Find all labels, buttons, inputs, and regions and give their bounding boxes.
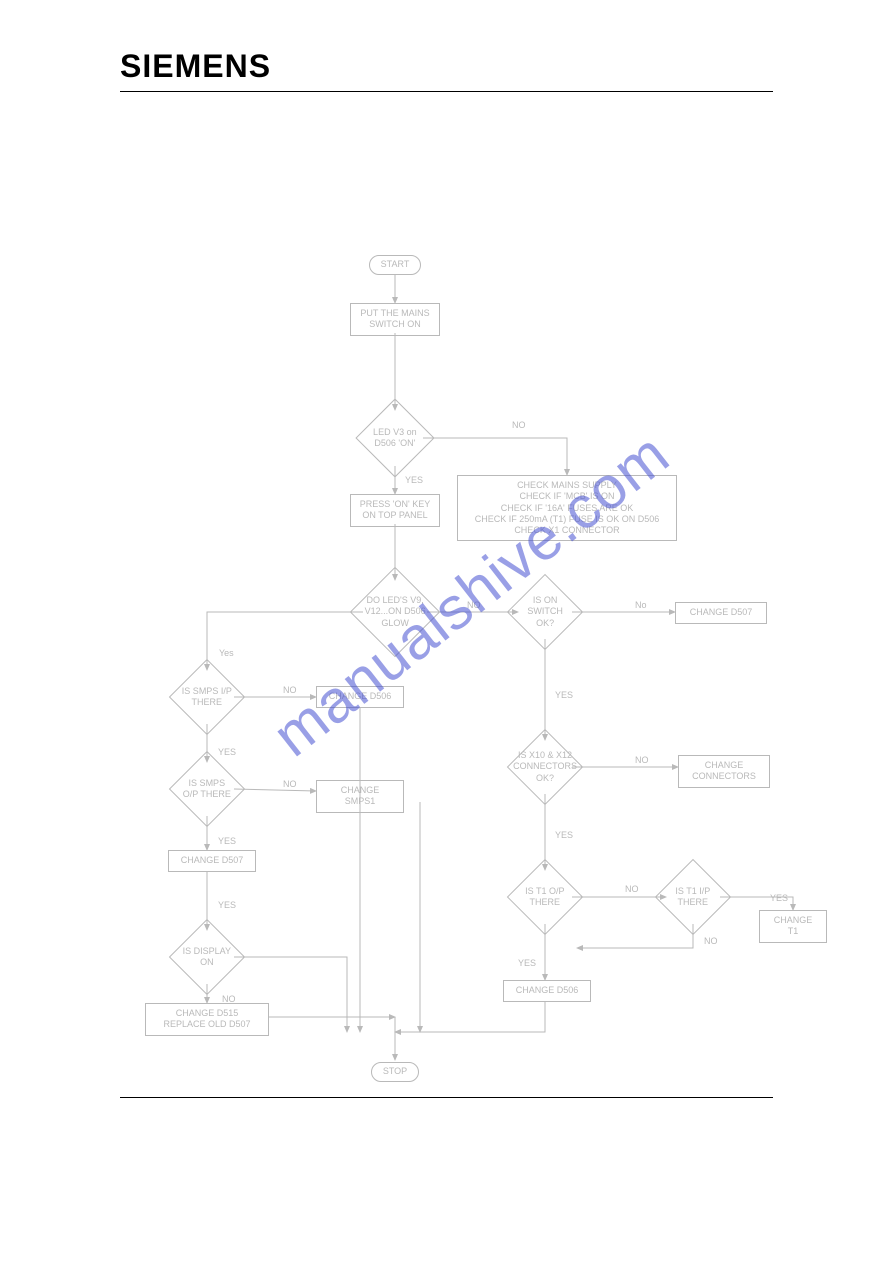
flow-node-stop: STOP [371, 1062, 419, 1082]
flow-edge-label-6: NO [467, 600, 481, 610]
flow-edge-label-10: YES [218, 747, 236, 757]
header-rule [120, 91, 773, 92]
flow-edge-label-3: NO [512, 420, 526, 430]
flow-edge-label-16: NO [222, 994, 236, 1004]
flow-node-changed507b: CHANGE D507 [168, 850, 256, 872]
flow-node-mains: PUT THE MAINS SWITCH ON [350, 303, 440, 336]
flow-edge-label-2: YES [405, 475, 423, 485]
flow-node-smpsip: IS SMPS I/P THERE [169, 659, 245, 735]
flow-edge-label-5: Yes [219, 648, 234, 658]
flow-node-changed507: CHANGE D507 [675, 602, 767, 624]
flow-node-smpsop: IS SMPS O/P THERE [169, 751, 245, 827]
flow-node-checkmains: CHECK MAINS SUPPLY CHECK IF 'MCB' IS ON … [457, 475, 677, 541]
flow-edge-label-7: No [635, 600, 647, 610]
flow-node-changed515: CHANGE D515 REPLACE OLD D507 [145, 1003, 269, 1036]
flow-node-changeconn: CHANGE CONNECTORS [678, 755, 770, 788]
flow-node-ledv3: LED V3 on D506 'ON' [355, 398, 434, 477]
flow-edge-label-20: NO [704, 936, 718, 946]
footer-rule [120, 1097, 773, 1098]
flow-node-onswok: IS ON SWITCH OK? [507, 574, 583, 650]
flow-edge-label-18: YES [518, 958, 536, 968]
flow-node-dispon: IS DISPLAY ON [169, 919, 245, 995]
flow-node-doled: DO LED'S V9, V12...ON D506 GLOW [350, 567, 441, 658]
flow-edge-label-15: YES [218, 900, 236, 910]
flow-node-changed506b: CHANGE D506 [503, 980, 591, 1002]
flow-node-start: START [369, 255, 421, 275]
flow-edge-label-12: YES [218, 836, 236, 846]
flow-edge-label-17: NO [625, 884, 639, 894]
flow-edge-label-14: YES [555, 830, 573, 840]
flow-node-presson: PRESS 'ON' KEY ON TOP PANEL [350, 494, 440, 527]
flow-edges [0, 120, 893, 1263]
flow-node-changet1: CHANGE T1 [759, 910, 827, 943]
flow-node-changesmps: CHANGE SMPS1 [316, 780, 404, 813]
flow-node-t1ip: IS T1 I/P THERE [655, 859, 731, 935]
flow-edge-label-19: YES [770, 893, 788, 903]
brand-logo: SIEMENS [120, 48, 773, 85]
flow-edge-label-13: NO [635, 755, 649, 765]
flow-edge-label-11: NO [283, 779, 297, 789]
flow-edge-label-9: NO [283, 685, 297, 695]
watermark: manualshive.com [260, 419, 682, 770]
flow-node-t1op: IS T1 O/P THERE [507, 859, 583, 935]
flow-node-x10x12: IS X10 & X12 CONNECTORS OK? [507, 729, 583, 805]
flow-edge-label-8: YES [555, 690, 573, 700]
flow-node-changed506a: CHANGE D506 [316, 686, 404, 708]
